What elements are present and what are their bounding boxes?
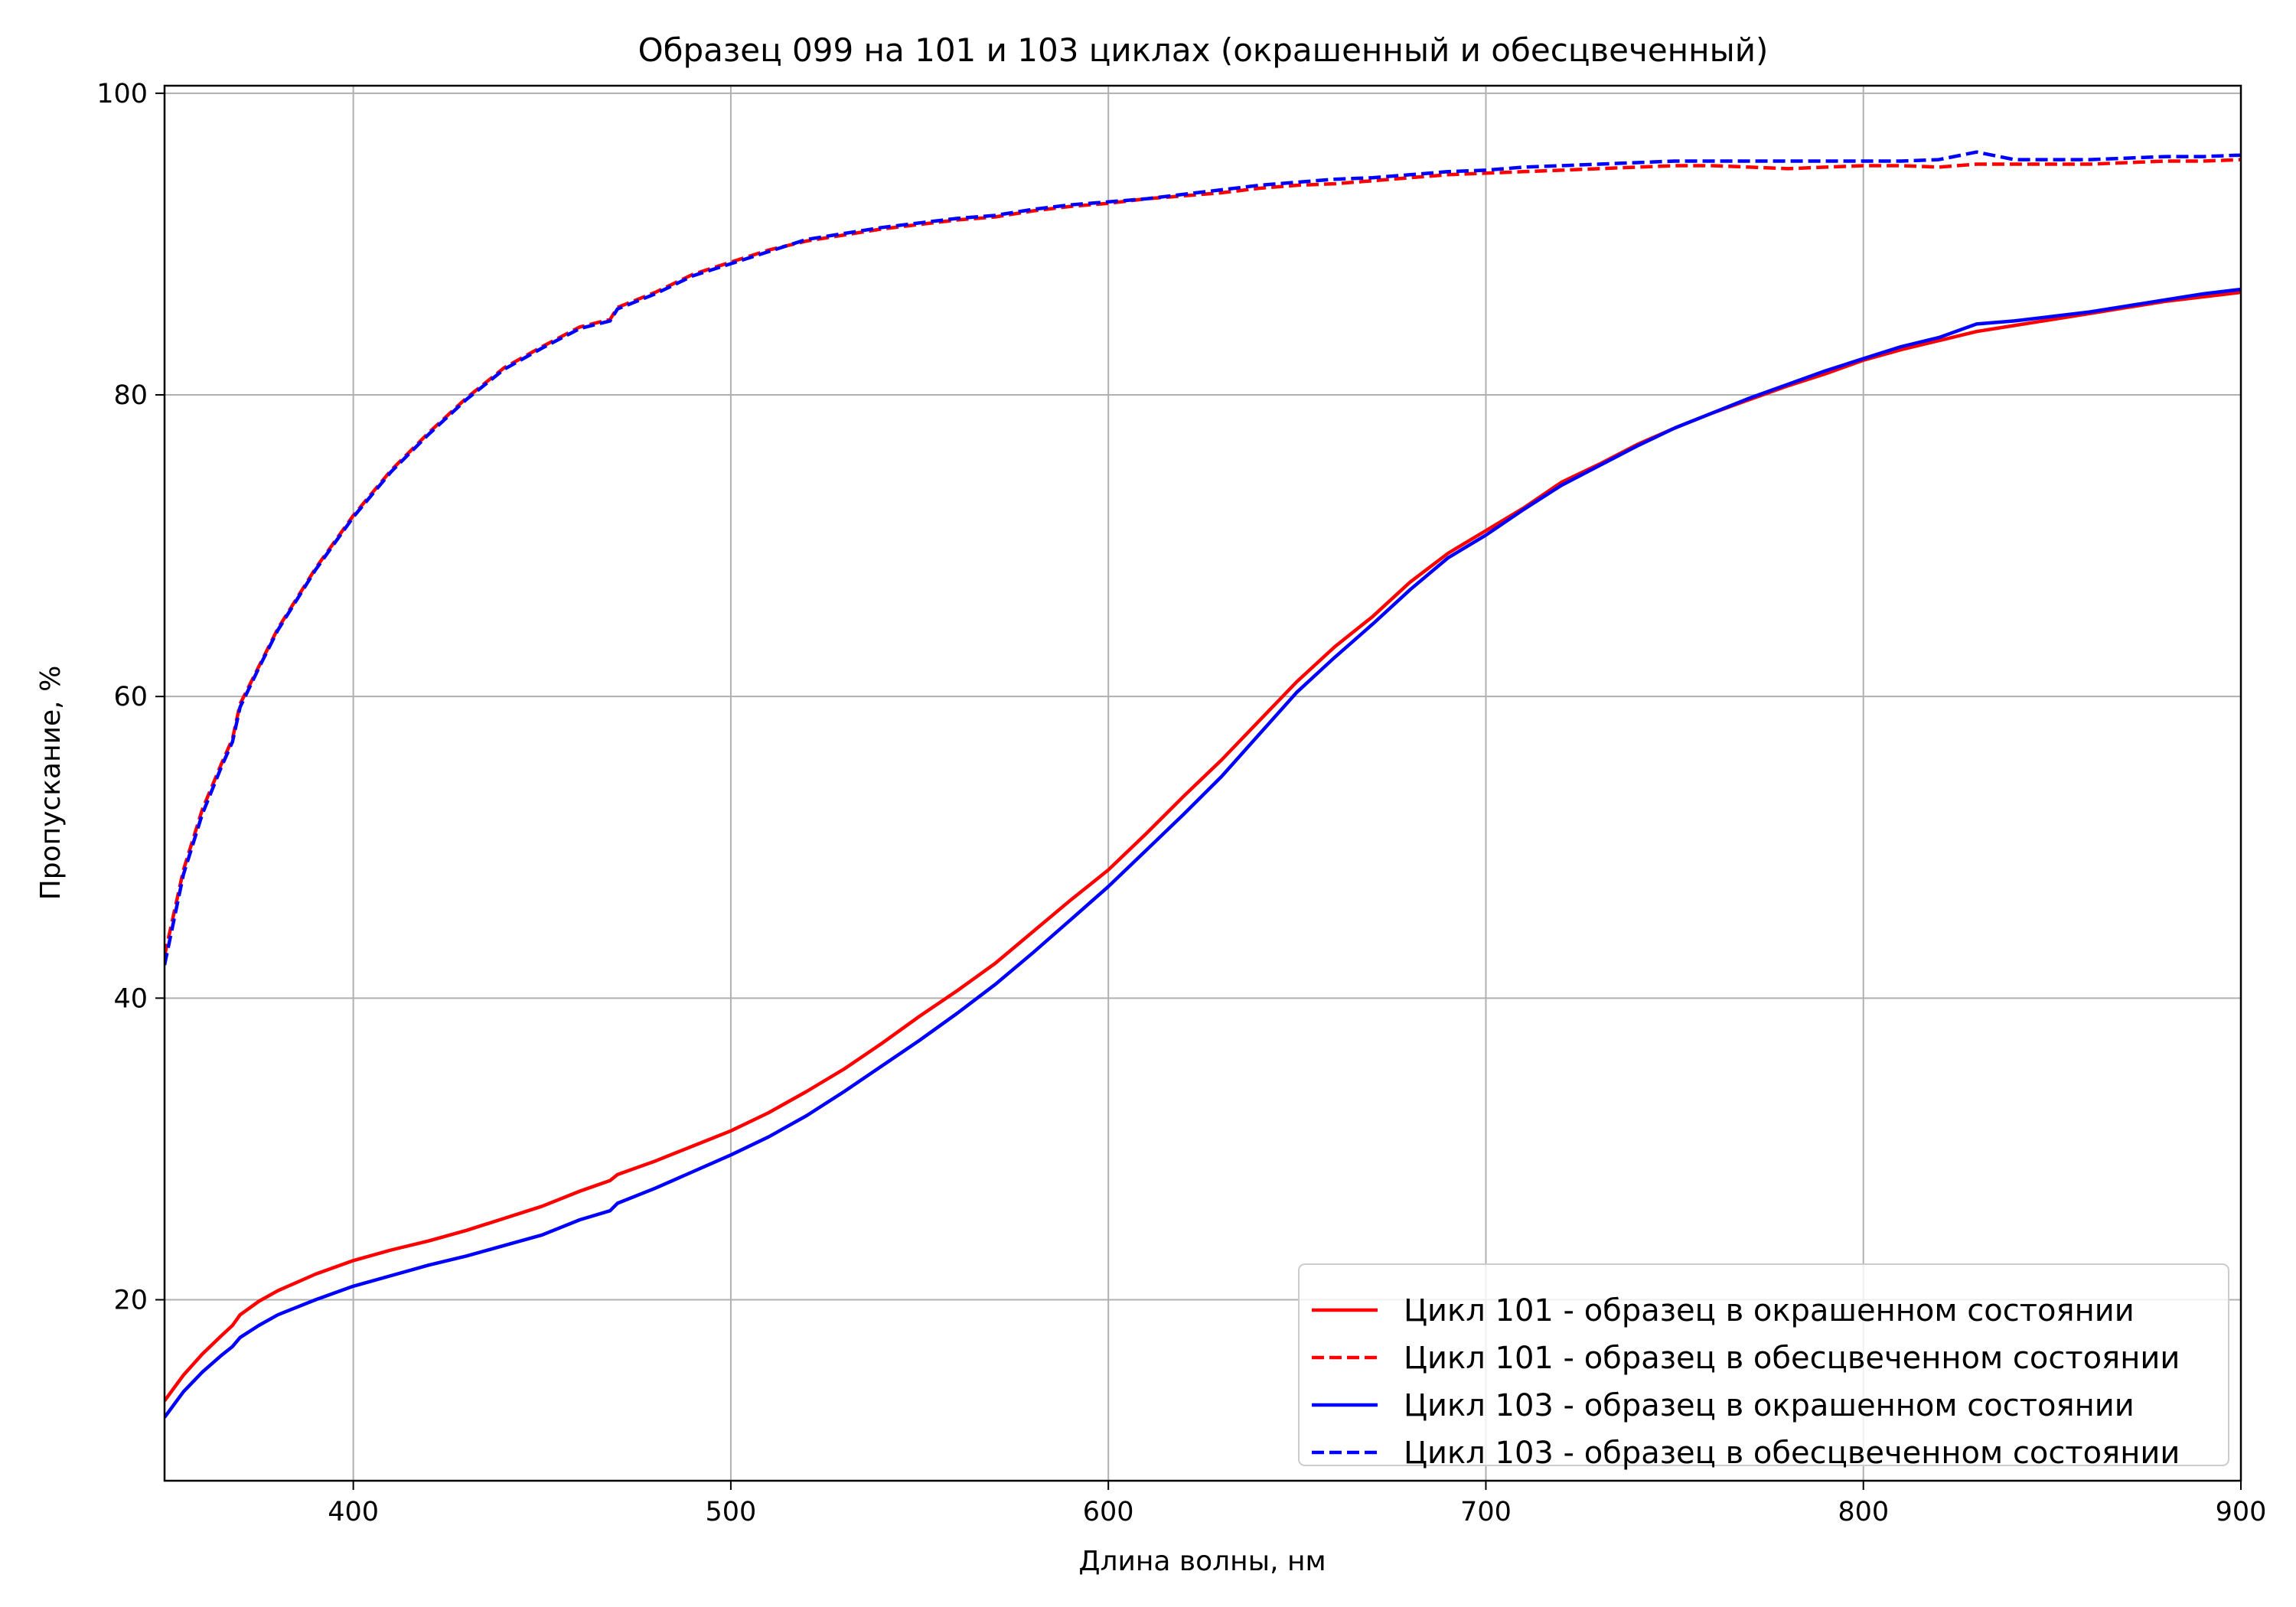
x-tick-label: 400 [328,1497,379,1527]
legend-label-4: Цикл 103 - образец в обесцвеченном состо… [1404,1436,2180,1471]
x-tick-label: 500 [706,1497,757,1527]
x-tick-label: 600 [1083,1497,1134,1527]
legend-label-3: Цикл 103 - образец в окрашенном состояни… [1404,1388,2135,1423]
y-tick-label: 40 [113,983,148,1014]
x-tick-label: 800 [1838,1497,1889,1527]
axis-ticks: 400 500 600 700 800 900 20 40 60 80 100 [96,79,2266,1527]
y-axis-label: Пропускание, % [35,666,67,901]
series-line-4 [165,150,2241,966]
chart-title: Образец 099 на 101 и 103 циклах (окрашен… [638,31,1769,69]
x-tick-label: 700 [1460,1497,1512,1527]
x-tick-label: 900 [2216,1497,2267,1527]
legend-box [1298,1263,2229,1466]
plot-frame [163,84,2242,1482]
legend-label-1: Цикл 101 - образец в окрашенном состояни… [1404,1293,2135,1328]
grid [165,86,2242,1481]
x-axis-label: Длина волны, нм [1078,1546,1326,1577]
y-tick-label: 20 [113,1286,148,1316]
series-line-3 [165,287,2241,1419]
y-tick-label: 100 [96,79,148,109]
plot-series [165,150,2241,1419]
legend: Цикл 101 - образец в окрашенном состояни… [1298,1263,2229,1471]
series-line-2 [165,158,2241,957]
legend-label-2: Цикл 101 - образец в обесцвеченном состо… [1404,1341,2180,1376]
y-tick-label: 80 [113,380,148,411]
y-tick-label: 60 [113,682,148,712]
